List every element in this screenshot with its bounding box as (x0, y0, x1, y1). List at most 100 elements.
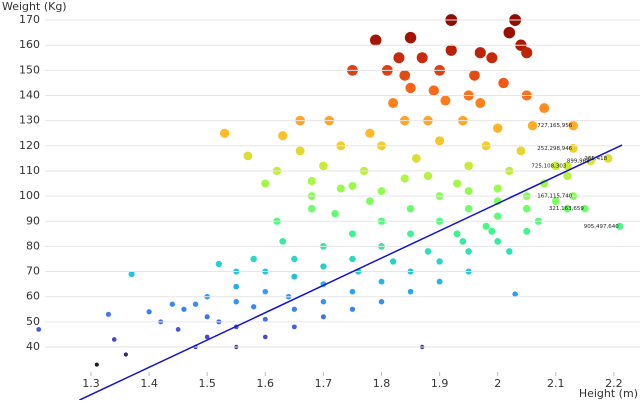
y-tick-label: 40 (26, 340, 40, 353)
point-label: 905,497,640 (584, 224, 619, 230)
annotated-point (603, 154, 613, 163)
point (36, 326, 42, 332)
annotated-point (568, 120, 578, 131)
point (521, 47, 533, 59)
point (393, 52, 405, 64)
point (493, 184, 502, 193)
point (146, 309, 152, 315)
point (539, 103, 550, 114)
x-tick-label: 1.4 (140, 377, 158, 390)
annotated-point (563, 161, 572, 171)
y-tick-label: 150 (19, 63, 40, 76)
point (123, 352, 128, 357)
point (279, 237, 287, 245)
point (506, 248, 513, 255)
point (474, 47, 486, 59)
point (331, 209, 339, 218)
point (498, 77, 509, 89)
point (291, 255, 298, 263)
y-tick-label: 90 (26, 214, 40, 227)
x-tick-label: 2.1 (547, 377, 565, 390)
point (416, 52, 428, 64)
point-label: 725,108,303 (531, 163, 566, 169)
point (233, 283, 240, 290)
point (219, 128, 230, 138)
point (349, 255, 356, 263)
y-tick-label: 100 (19, 189, 40, 202)
x-axis-label: Height (m) (579, 387, 638, 400)
point (291, 306, 297, 312)
point (175, 326, 181, 332)
point-label: 727,165,956 (537, 123, 572, 129)
point (551, 197, 560, 206)
point (111, 337, 117, 342)
point (492, 123, 503, 133)
y-tick-label: 160 (19, 38, 40, 51)
x-tick-label: 1.3 (82, 377, 100, 390)
point (320, 263, 327, 270)
point (233, 299, 239, 305)
point (440, 95, 451, 106)
point (469, 70, 480, 81)
point (365, 128, 375, 138)
point (523, 227, 531, 235)
point (349, 306, 356, 312)
point (453, 230, 461, 238)
point (378, 278, 385, 285)
point (423, 171, 433, 181)
point (563, 171, 572, 181)
point (486, 52, 498, 64)
point (563, 204, 572, 213)
point (522, 204, 531, 213)
point (291, 273, 298, 280)
annotated-point (581, 204, 589, 213)
point (348, 181, 357, 191)
point (388, 98, 399, 109)
point (262, 334, 268, 340)
x-tick-label: 2 (494, 377, 501, 390)
point (436, 278, 443, 285)
point (295, 146, 305, 156)
point (482, 222, 490, 230)
plot-area (36, 14, 624, 367)
point (204, 314, 210, 320)
point (436, 258, 443, 265)
point (307, 176, 316, 186)
point (399, 70, 411, 81)
point (459, 237, 467, 245)
point (319, 161, 328, 171)
point (243, 151, 253, 161)
y-tick-label: 70 (26, 265, 40, 278)
y-tick-label: 130 (19, 114, 40, 127)
y-tick-label: 50 (26, 315, 40, 328)
point (389, 258, 397, 265)
x-tick-label: 1.6 (257, 377, 275, 390)
trendline (79, 144, 623, 401)
point (404, 31, 417, 44)
point (251, 304, 257, 310)
point (128, 271, 135, 278)
point (250, 255, 257, 263)
point (407, 230, 415, 238)
point (278, 131, 288, 141)
point (169, 301, 176, 307)
point (465, 248, 472, 255)
point-label: 899,963 (567, 158, 590, 164)
point (435, 136, 445, 146)
x-tick-label: 1.8 (373, 377, 391, 390)
point (400, 174, 409, 183)
point (348, 230, 356, 238)
point (551, 161, 561, 171)
point (369, 34, 382, 46)
point (428, 85, 439, 96)
point (336, 184, 345, 193)
point (261, 179, 270, 188)
point (475, 98, 486, 109)
y-tick-label: 120 (19, 139, 40, 152)
point (262, 288, 269, 295)
point (494, 237, 502, 245)
point (105, 311, 112, 317)
point (464, 204, 473, 213)
point (405, 82, 416, 94)
